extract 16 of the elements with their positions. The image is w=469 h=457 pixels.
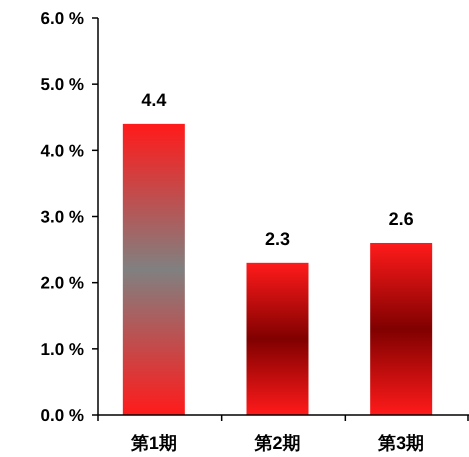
y-tick-label: 1.0 % [40,340,84,359]
x-tick-label: 第3期 [377,433,424,453]
data-label: 4.4 [141,90,166,110]
y-tick-label: 3.0 % [40,208,84,226]
x-tick-label: 第2期 [253,433,301,453]
bar [246,262,308,415]
y-tick-label: 2.0 % [40,274,84,293]
bar [370,242,432,415]
data-label: 2.6 [388,208,414,229]
bar [122,124,185,415]
y-tick-label: 5.0 % [40,75,84,94]
y-tick-label: 0.0 % [40,406,84,425]
data-label: 2.3 [264,228,290,249]
x-tick-label: 第1期 [130,433,177,453]
y-tick-label: 6.0 % [40,9,84,28]
y-tick-label: 4.0 % [40,141,84,160]
